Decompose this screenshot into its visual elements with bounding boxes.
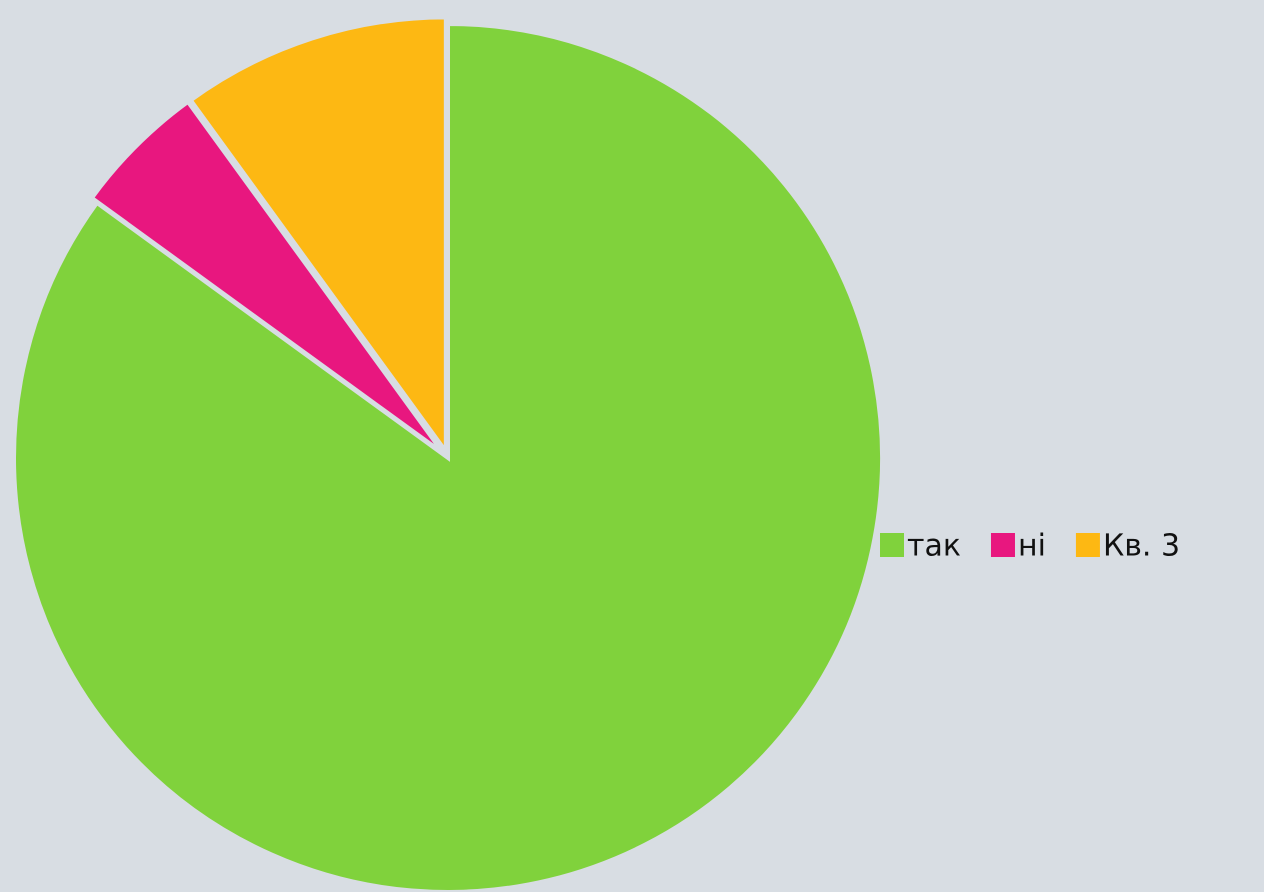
pie-slice [12, 21, 884, 892]
legend-swatch [880, 533, 904, 557]
legend-swatch [990, 533, 1015, 557]
pie-slice [187, 15, 448, 458]
pie-slice [89, 99, 445, 455]
legend-label: так [907, 529, 961, 564]
legend-swatch [1075, 533, 1100, 557]
legend-label: Кв. 3 [1103, 529, 1180, 564]
legend-label: ні [1018, 529, 1046, 564]
